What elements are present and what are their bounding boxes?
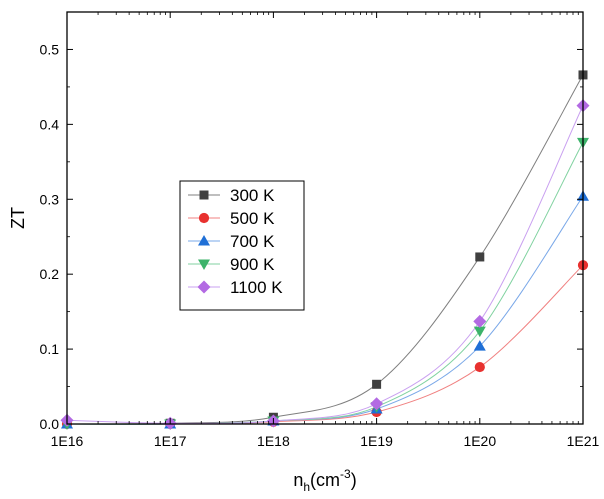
x-tick-label: 1E18 xyxy=(257,433,290,449)
fit-curve-2 xyxy=(66,195,584,425)
x-axis-title-main: n xyxy=(293,470,303,490)
data-point-circle xyxy=(474,361,485,373)
tick-labels: 1E16 1E17 1E18 1E19 1E20 1E21 0.0 0.1 0.2 0.3 0.4 0… xyxy=(40,41,600,449)
y-tick-label: 0.3 xyxy=(40,191,60,207)
x-tick-label: 1E21 xyxy=(567,433,600,449)
legend-label: 900 K xyxy=(230,255,275,274)
fit-curve-4 xyxy=(66,105,584,424)
legend: 300 K 500 K 700 K 900 K 1100 K xyxy=(179,180,305,311)
fit-curve-0 xyxy=(66,74,584,425)
data-point-square xyxy=(475,252,485,262)
x-tick-label: 1E17 xyxy=(154,433,187,449)
x-axis-title-unit: (cm xyxy=(310,470,340,490)
data-markers xyxy=(60,70,590,430)
y-axis-title: ZT xyxy=(8,207,28,229)
legend-label: 700 K xyxy=(230,232,275,251)
legend-marker-triangle-up xyxy=(198,235,210,246)
x-tick-label: 1E20 xyxy=(463,433,496,449)
legend-marker-square xyxy=(199,190,209,200)
fit-curve-3 xyxy=(66,142,584,425)
y-tick-label: 0.2 xyxy=(40,266,60,282)
x-axis-title-close: ) xyxy=(351,470,357,490)
x-axis-title-sup: -3 xyxy=(340,467,351,481)
x-axis-title: nh(cm-3) xyxy=(293,467,356,494)
fit-curves xyxy=(66,74,584,425)
legend-label: 1100 K xyxy=(230,278,283,297)
plot-frame xyxy=(66,11,584,425)
y-tick-label: 0.5 xyxy=(40,41,60,57)
axis-ticks xyxy=(66,11,584,425)
y-tick-label: 0.0 xyxy=(40,416,60,432)
data-point-diamond xyxy=(370,397,384,411)
data-point-triangle-down xyxy=(473,326,486,338)
legend-marker-circle xyxy=(198,212,210,224)
legend-label: 300 K xyxy=(230,186,275,205)
x-axis-title-sub: h xyxy=(303,480,310,494)
x-tick-label: 1E19 xyxy=(360,433,393,449)
fit-curve-1 xyxy=(66,264,584,425)
data-point-triangle-up xyxy=(473,340,486,351)
y-tick-label: 0.4 xyxy=(40,116,60,132)
y-tick-label: 0.1 xyxy=(40,341,60,357)
data-point-diamond xyxy=(473,314,487,328)
legend-marker-diamond xyxy=(197,280,211,294)
data-point-square xyxy=(372,379,382,389)
x-tick-label: 1E16 xyxy=(51,433,84,449)
legend-marker-triangle-down xyxy=(198,259,210,270)
legend-label: 500 K xyxy=(230,209,275,228)
